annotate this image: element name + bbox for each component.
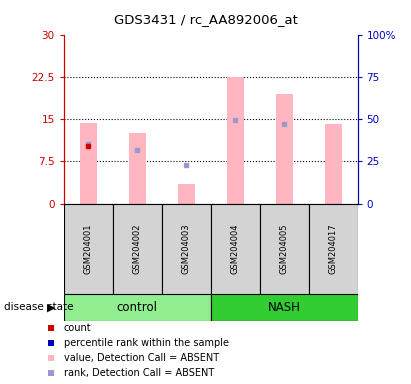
Bar: [325, 124, 342, 204]
Bar: [260, 204, 309, 294]
Text: GSM204017: GSM204017: [328, 223, 337, 274]
Text: percentile rank within the sample: percentile rank within the sample: [64, 338, 229, 348]
Text: GSM204002: GSM204002: [133, 223, 142, 274]
Text: rank, Detection Call = ABSENT: rank, Detection Call = ABSENT: [64, 368, 214, 378]
Text: GSM204004: GSM204004: [231, 223, 240, 274]
Text: value, Detection Call = ABSENT: value, Detection Call = ABSENT: [64, 353, 219, 363]
Text: disease state: disease state: [4, 302, 74, 312]
Text: ▶: ▶: [47, 302, 55, 312]
Bar: [309, 204, 358, 294]
Bar: [275, 94, 293, 204]
Text: count: count: [64, 323, 91, 333]
Text: control: control: [117, 301, 158, 314]
Text: NASH: NASH: [268, 301, 300, 314]
Bar: [129, 133, 146, 204]
Bar: [178, 184, 195, 204]
Bar: [211, 294, 358, 321]
Bar: [162, 204, 211, 294]
Bar: [113, 204, 162, 294]
Bar: [64, 294, 210, 321]
Text: GDS3431 / rc_AA892006_at: GDS3431 / rc_AA892006_at: [113, 13, 298, 26]
Text: GSM204003: GSM204003: [182, 223, 191, 274]
Text: GSM204001: GSM204001: [84, 223, 93, 274]
Bar: [226, 77, 244, 204]
Bar: [64, 204, 113, 294]
Bar: [80, 123, 97, 204]
Bar: [211, 204, 260, 294]
Text: GSM204005: GSM204005: [279, 223, 289, 274]
